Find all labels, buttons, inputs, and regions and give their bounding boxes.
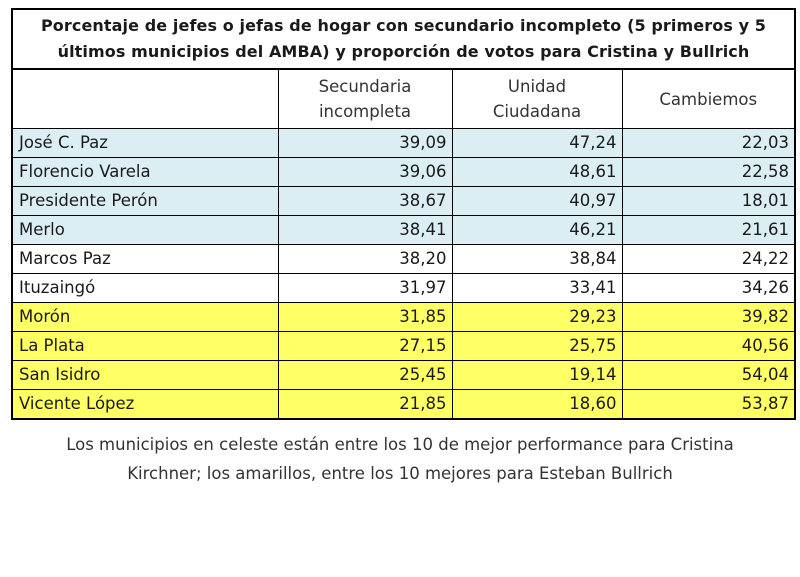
header-secundaria-line-2: incompleta: [318, 102, 412, 121]
table-title-line-2: últimos municipios del AMBA) y proporció…: [57, 42, 750, 61]
footnote-line-2: Kirchner; los amarillos, entre los 10 me…: [127, 464, 673, 483]
table-title-line-1: Porcentaje de jefes o jefas de hogar con…: [40, 16, 767, 35]
header-unidad-line-2: Ciudadana: [492, 102, 582, 121]
cell-secundaria: 21,85: [277, 389, 453, 418]
header-secundaria-line-1: Secundaria: [318, 77, 412, 96]
table-row: Vicente López 21,85 18,60 53,87: [13, 389, 794, 418]
cell-secundaria: 39,06: [277, 157, 453, 187]
cell-municipio: Merlo: [13, 215, 279, 245]
header-secundaria-incompleta: Secundaria incompleta: [277, 70, 453, 129]
cell-municipio: Marcos Paz: [13, 244, 279, 274]
cell-unidad-ciudadana: 40,97: [451, 186, 623, 216]
cell-municipio: Vicente López: [13, 389, 279, 418]
table-row: San Isidro 25,45 19,14 54,04: [13, 360, 794, 390]
cell-secundaria: 39,09: [277, 128, 453, 158]
table-row: Marcos Paz 38,20 38,84 24,22: [13, 244, 794, 274]
footnote-line-1: Los municipios en celeste están entre lo…: [66, 435, 734, 454]
cell-unidad-ciudadana: 29,23: [451, 302, 623, 332]
cell-municipio: Ituzaingó: [13, 273, 279, 303]
header-unidad-line-1: Unidad: [507, 77, 567, 96]
cell-secundaria: 31,97: [277, 273, 453, 303]
table-title: Porcentaje de jefes o jefas de hogar con…: [13, 10, 794, 70]
data-table-frame: Porcentaje de jefes o jefas de hogar con…: [11, 8, 796, 420]
cell-cambiemos: 18,01: [621, 186, 794, 216]
table-row: Florencio Varela 39,06 48,61 22,58: [13, 157, 794, 187]
table-row: Merlo 38,41 46,21 21,61: [13, 215, 794, 245]
header-municipio: [13, 70, 279, 129]
cell-cambiemos: 40,56: [621, 331, 794, 361]
cell-unidad-ciudadana: 48,61: [451, 157, 623, 187]
cell-unidad-ciudadana: 33,41: [451, 273, 623, 303]
cell-cambiemos: 34,26: [621, 273, 794, 303]
cell-municipio: Florencio Varela: [13, 157, 279, 187]
table-row: Ituzaingó 31,97 33,41 34,26: [13, 273, 794, 303]
cell-cambiemos: 24,22: [621, 244, 794, 274]
cell-cambiemos: 39,82: [621, 302, 794, 332]
municipios-table: Secundaria incompleta Unidad Ciudadana C…: [13, 70, 794, 418]
table-body: José C. Paz 39,09 47,24 22,03 Florencio …: [13, 128, 794, 418]
cell-cambiemos: 53,87: [621, 389, 794, 418]
table-row: La Plata 27,15 25,75 40,56: [13, 331, 794, 361]
cell-unidad-ciudadana: 18,60: [451, 389, 623, 418]
cell-secundaria: 38,41: [277, 215, 453, 245]
cell-unidad-ciudadana: 25,75: [451, 331, 623, 361]
header-unidad-ciudadana: Unidad Ciudadana: [451, 70, 623, 129]
cell-secundaria: 31,85: [277, 302, 453, 332]
cell-municipio: La Plata: [13, 331, 279, 361]
cell-secundaria: 38,67: [277, 186, 453, 216]
header-cambiemos: Cambiemos: [621, 70, 794, 129]
cell-unidad-ciudadana: 47,24: [451, 128, 623, 158]
cell-secundaria: 38,20: [277, 244, 453, 274]
cell-municipio: José C. Paz: [13, 128, 279, 158]
cell-unidad-ciudadana: 38,84: [451, 244, 623, 274]
cell-municipio: San Isidro: [13, 360, 279, 390]
cell-cambiemos: 22,58: [621, 157, 794, 187]
cell-cambiemos: 54,04: [621, 360, 794, 390]
cell-municipio: Presidente Perón: [13, 186, 279, 216]
table-row: José C. Paz 39,09 47,24 22,03: [13, 128, 794, 158]
cell-unidad-ciudadana: 46,21: [451, 215, 623, 245]
cell-cambiemos: 21,61: [621, 215, 794, 245]
cell-unidad-ciudadana: 19,14: [451, 360, 623, 390]
cell-municipio: Morón: [13, 302, 279, 332]
table-row: Presidente Perón 38,67 40,97 18,01: [13, 186, 794, 216]
cell-cambiemos: 22,03: [621, 128, 794, 158]
table-row: Morón 31,85 29,23 39,82: [13, 302, 794, 332]
cell-secundaria: 25,45: [277, 360, 453, 390]
footnote: Los municipios en celeste están entre lo…: [0, 430, 800, 488]
cell-secundaria: 27,15: [277, 331, 453, 361]
header-row: Secundaria incompleta Unidad Ciudadana C…: [13, 70, 794, 129]
